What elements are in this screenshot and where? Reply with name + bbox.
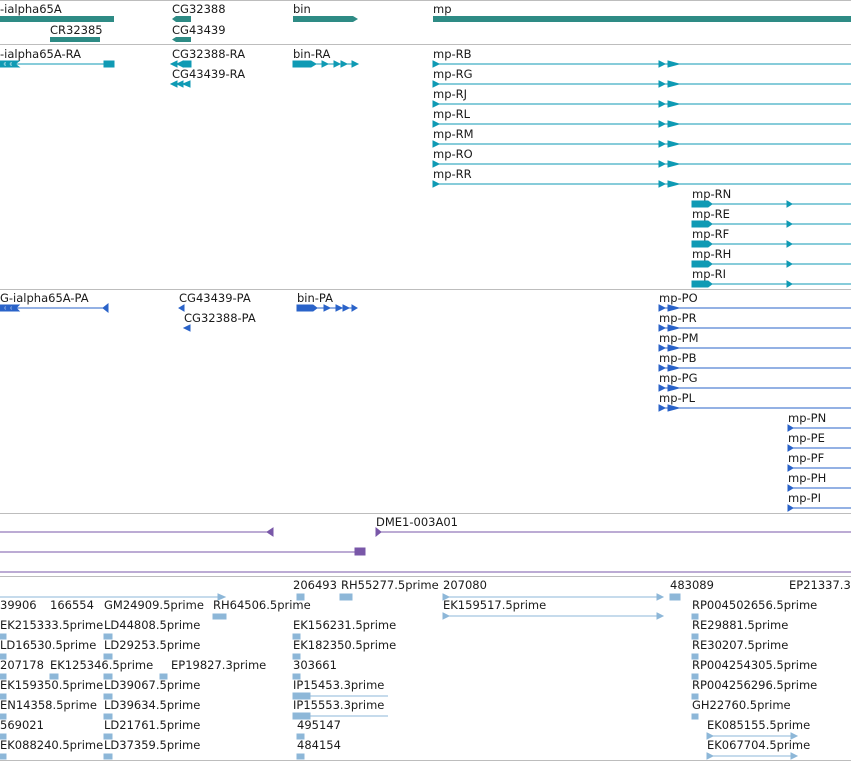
est-label[interactable]: GH22760.5prime xyxy=(692,698,791,712)
est-label[interactable]: RP004256296.5prime xyxy=(692,678,818,692)
protein-label[interactable]: mp-PH xyxy=(788,471,827,485)
est-label[interactable]: EK085155.5prime xyxy=(707,718,811,732)
gene-label-CG32388[interactable]: CG32388 xyxy=(172,2,226,16)
est-label[interactable]: IP15453.3prime xyxy=(293,678,385,692)
est-label[interactable]: EK159350.5prime xyxy=(0,678,104,692)
transcript-label[interactable]: mp-RJ xyxy=(433,87,468,101)
protein-label[interactable]: mp-PN xyxy=(788,411,827,425)
gene-label-CR32385[interactable]: CR32385 xyxy=(50,23,103,37)
track-separator xyxy=(0,289,851,290)
mp-transcript-rows xyxy=(432,60,851,288)
est-label[interactable]: RE30207.5prime xyxy=(692,638,789,652)
transcript-label[interactable]: CG32388-RA xyxy=(172,47,246,61)
transcript-label[interactable]: mp-RF xyxy=(692,227,730,241)
est-label[interactable]: LD16530.5prime xyxy=(0,638,97,652)
est-label[interactable]: 39906 xyxy=(0,598,37,612)
est-label[interactable]: LD39634.5prime xyxy=(104,698,201,712)
transcript-label[interactable]: -ialpha65A-RA xyxy=(0,47,82,61)
est-label[interactable]: 569021 xyxy=(0,718,44,732)
est-label[interactable]: 495147 xyxy=(297,718,341,732)
protein-label[interactable]: CG32388-PA xyxy=(184,311,256,325)
protein-track-glyphs xyxy=(0,302,851,512)
est-label[interactable]: EN14358.5prime xyxy=(0,698,97,712)
protein-label[interactable]: mp-PF xyxy=(788,451,825,465)
est-label[interactable]: LD21761.5prime xyxy=(104,718,201,732)
est-label[interactable]: IP15553.3prime xyxy=(293,698,385,712)
transcript-label[interactable]: mp-RH xyxy=(692,247,732,261)
est-label[interactable]: EK088240.5prime xyxy=(0,738,104,752)
protein-label[interactable]: G-ialpha65A-PA xyxy=(0,291,89,305)
est-label[interactable]: 303661 xyxy=(293,658,337,672)
track-separator xyxy=(0,513,851,514)
transcript-track-glyphs xyxy=(0,60,851,288)
est-label[interactable]: LD39067.5prime xyxy=(104,678,201,692)
protein-label[interactable]: mp-PB xyxy=(659,351,697,365)
gene-label-bin[interactable]: bin xyxy=(293,2,311,16)
est-label[interactable]: RP004502656.5prime xyxy=(692,598,818,612)
est-label[interactable]: EK125346.5prime xyxy=(50,658,154,672)
transcript-label[interactable]: mp-RL xyxy=(433,107,471,121)
transcript-label[interactable]: mp-RN xyxy=(692,187,732,201)
est-label[interactable]: LD44808.5prime xyxy=(104,618,201,632)
est-label[interactable]: 484154 xyxy=(297,738,341,752)
transcript-label[interactable]: mp-RI xyxy=(692,267,727,281)
est-label[interactable]: 483089 xyxy=(670,578,714,592)
protein-label[interactable]: bin-PA xyxy=(297,291,333,305)
clone-track-glyphs xyxy=(0,526,851,573)
est-label[interactable]: 207080 xyxy=(443,578,487,592)
transcript-label[interactable]: mp-RR xyxy=(433,167,472,181)
protein-label[interactable]: CG43439-PA xyxy=(179,291,251,305)
est-label[interactable]: 207178 xyxy=(0,658,44,672)
transcript-label[interactable]: mp-RB xyxy=(433,47,472,61)
protein-label[interactable]: mp-PR xyxy=(659,311,697,325)
clone-label[interactable]: DME1-003A01 xyxy=(376,515,458,529)
protein-label[interactable]: mp-PI xyxy=(788,491,821,505)
est-label[interactable]: LD29253.5prime xyxy=(104,638,201,652)
transcript-label[interactable]: mp-RM xyxy=(433,127,474,141)
protein-label[interactable]: mp-PL xyxy=(659,391,695,405)
est-label[interactable]: EK067704.5prime xyxy=(707,738,811,752)
gene-label-mp[interactable]: mp xyxy=(433,2,452,16)
gene-bar-ialpha65A[interactable] xyxy=(0,16,114,22)
mp-protein-rows xyxy=(658,304,851,512)
gene-bar-CR32385[interactable] xyxy=(50,37,100,42)
est-label[interactable]: EK182350.5prime xyxy=(293,638,397,652)
protein-label[interactable]: mp-PE xyxy=(788,431,825,445)
protein-label[interactable]: mp-PM xyxy=(659,331,699,345)
est-label[interactable]: EK156231.5prime xyxy=(293,618,397,632)
gene-bar-CG32388[interactable] xyxy=(172,16,191,22)
est-label[interactable]: LD37359.5prime xyxy=(104,738,201,752)
transcript-label[interactable]: mp-RO xyxy=(433,147,473,161)
est-label[interactable]: EP19827.3prime xyxy=(171,658,267,672)
est-label[interactable]: EK215333.5prime xyxy=(0,618,104,632)
est-label[interactable]: 166554 xyxy=(50,598,94,612)
track-separator xyxy=(0,576,851,577)
est-label[interactable]: RP004254305.5prime xyxy=(692,658,818,672)
gene-bar-mp[interactable] xyxy=(433,16,851,22)
est-label[interactable]: EK159517.5prime xyxy=(443,598,547,612)
est-track-glyphs xyxy=(0,593,799,760)
protein-label[interactable]: mp-PO xyxy=(659,291,698,305)
track-separator xyxy=(0,44,851,45)
est-label[interactable]: RH64506.5prime xyxy=(213,598,311,612)
gene-label-ialpha65A[interactable]: -ialpha65A xyxy=(0,2,62,16)
est-label[interactable]: GM24909.5prime xyxy=(104,598,204,612)
track-separator xyxy=(0,0,851,1)
gene-track-glyphs xyxy=(0,16,851,42)
gene-bar-bin[interactable] xyxy=(293,16,358,22)
protein-label[interactable]: mp-PG xyxy=(659,371,698,385)
est-label[interactable]: RH55277.5prime xyxy=(341,578,439,592)
transcript-label[interactable]: mp-RE xyxy=(692,207,730,221)
gene-bar-CG43439[interactable] xyxy=(172,37,191,42)
est-label[interactable]: EP21337.3 xyxy=(789,578,851,592)
transcript-label[interactable]: mp-RG xyxy=(433,67,473,81)
transcript-label[interactable]: CG43439-RA xyxy=(172,67,246,81)
transcript-label[interactable]: bin-RA xyxy=(293,47,331,61)
est-label[interactable]: 206493 xyxy=(293,578,337,592)
gene-label-CG43439[interactable]: CG43439 xyxy=(172,23,226,37)
est-label[interactable]: RE29881.5prime xyxy=(692,618,789,632)
